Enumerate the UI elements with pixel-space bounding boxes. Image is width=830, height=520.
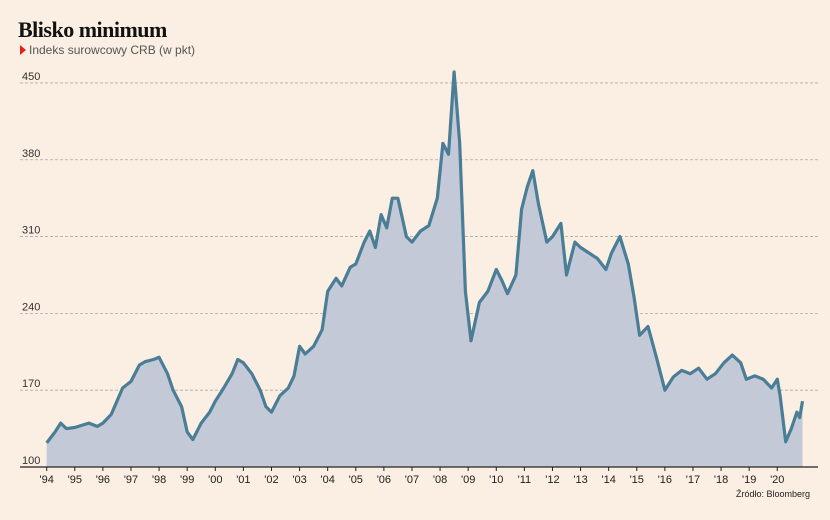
y-tick-label: 450 [22,71,40,83]
x-tick-label: '08 [433,474,447,486]
x-tick-label: '02 [264,474,278,486]
x-tick-label: '20 [770,474,784,486]
y-tick-label: 170 [22,378,40,390]
x-tick-label: '05 [349,474,363,486]
x-tick-label: '15 [630,474,644,486]
area [46,72,803,467]
y-tick-label: 310 [22,225,40,237]
y-tick-label: 240 [22,301,40,313]
x-tick-label: '16 [658,474,672,486]
x-tick-label: '13 [573,474,587,486]
x-tick-label: '09 [461,474,475,486]
x-tick-label: '14 [601,474,615,486]
x-tick-label: '98 [152,474,166,486]
x-tick-label: '99 [180,474,194,486]
x-tick-label: '06 [377,474,391,486]
x-tick-label: '97 [124,474,138,486]
chart-title: Blisko minimum [18,17,167,42]
x-tick-label: '12 [545,474,559,486]
x-tick-label: '04 [321,474,335,486]
line [45,70,805,444]
chart-subtitle: Indeks surowcowy CRB (w pkt) [29,43,195,57]
x-tick-label: '96 [96,474,110,486]
x-tick-label: '07 [405,474,419,486]
subtitle-marker [20,45,26,55]
source: Źródło: Bloomberg [736,489,810,499]
y-tick-label: 380 [22,148,40,160]
x-tick-label: '01 [236,474,250,486]
x-tick-label: '18 [714,474,728,486]
x-tick-label: '19 [742,474,756,486]
x-tick-label: '03 [292,474,306,486]
y-tick-label: 100 [22,455,40,467]
x-tick-label: '11 [518,474,532,486]
x-tick-label: '00 [208,474,222,486]
x-tick-label: '94 [40,474,54,486]
x-tick-label: '95 [68,474,82,486]
x-tick-label: '17 [686,474,700,486]
x-tick-label: '10 [489,474,503,486]
